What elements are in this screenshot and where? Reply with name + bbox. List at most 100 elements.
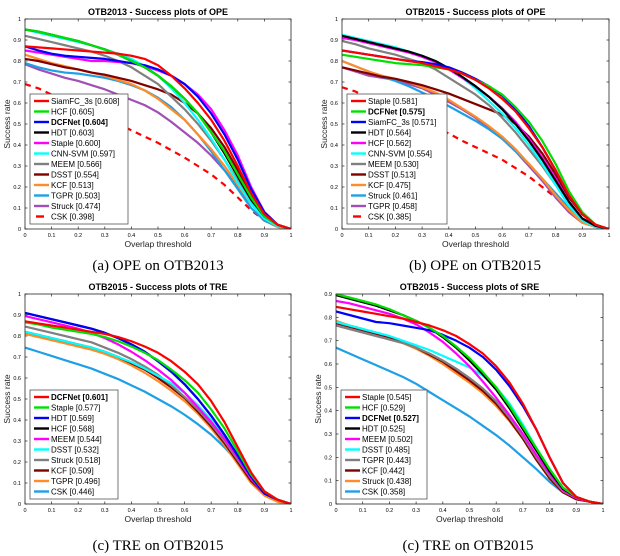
legend-entry-label: MEEM [0.544]	[51, 435, 102, 444]
legend-entry-label: TGPR [0.496]	[51, 477, 100, 486]
y-tick-label: 0.4	[13, 418, 21, 424]
y-tick-label: 0.6	[324, 362, 332, 368]
y-tick-label: 0.1	[13, 206, 21, 212]
y-tick-label: 0.6	[13, 101, 21, 107]
y-tick-label: 0.3	[13, 439, 21, 445]
x-tick-label: 0.7	[207, 233, 215, 239]
y-tick-label: 0	[329, 502, 332, 508]
x-tick-label: 0.8	[234, 233, 242, 239]
x-tick-label: 0.2	[74, 233, 82, 239]
y-tick-label: 0.9	[330, 38, 338, 44]
series-line-tgpr	[25, 332, 291, 504]
x-tick-label: 0.9	[261, 508, 269, 514]
legend-entry-label: Struck [0.461]	[368, 192, 417, 201]
x-tick-label: 0.1	[359, 508, 367, 514]
y-tick-label: 0.6	[13, 376, 21, 382]
x-tick-label: 0.9	[261, 233, 269, 239]
plot-frame	[24, 18, 292, 230]
x-tick-label: 0.6	[181, 233, 189, 239]
x-tick-label: 0.4	[439, 508, 447, 514]
legend-entry-label: HDT [0.569]	[51, 414, 94, 423]
legend-entry-label: KCF [0.513]	[51, 181, 94, 190]
figure-caption: (a) OPE on OTB2013	[92, 258, 223, 274]
legend-entry-label: DSST [0.554]	[51, 171, 99, 180]
y-tick-label: 0.5	[13, 397, 21, 403]
y-tick-label: 0.1	[13, 481, 21, 487]
legend-entry-label: MEEM [0.530]	[368, 160, 419, 169]
legend-entry-label: DCFNet [0.601]	[51, 393, 108, 402]
chart-title: OTB2013 - Success plots of OPE	[88, 7, 228, 17]
x-tick-label: 0.6	[492, 508, 500, 514]
legend-entry-label: CNN-SVM [0.597]	[51, 150, 115, 159]
y-tick-label: 0.5	[324, 385, 332, 391]
x-tick-label: 0.3	[412, 508, 420, 514]
chart-title: OTB2015 - Success plots of TRE	[88, 282, 227, 292]
x-tick-label: 0.2	[386, 508, 394, 514]
x-tick-label: 0.1	[48, 508, 56, 514]
legend-entry-label: HDT [0.564]	[368, 129, 411, 138]
x-tick-label: 1	[289, 233, 292, 239]
x-tick-label: 0.4	[128, 233, 136, 239]
x-tick-label: 0.6	[181, 508, 189, 514]
x-tick-label: 1	[601, 508, 604, 514]
series-line-dcfnet	[25, 45, 291, 229]
y-tick-label: 0.8	[324, 315, 332, 321]
legend-entry-label: HDT [0.603]	[51, 129, 94, 138]
y-tick-label: 0	[335, 227, 338, 233]
legend: SiamFC_3s [0.608] HCF [0.605]DCFNet [0.60…	[29, 93, 129, 225]
y-axis-label: Success rate	[2, 374, 12, 423]
legend-entry-label: Staple [0.581]	[368, 97, 417, 106]
y-tick-label: 0.2	[330, 185, 338, 191]
legend-entry-label: DSST [0.513]	[368, 171, 416, 180]
y-tick-label: 1	[335, 17, 338, 23]
chart-panel-1: OTB2015 - Success plots of OPE 0 0.1 0.2 0.3…	[319, 7, 611, 274]
x-tick-label: 0.3	[101, 508, 109, 514]
x-tick-label: 0.1	[48, 233, 56, 239]
series-line-dsst	[25, 57, 291, 229]
series-line-meem	[25, 34, 291, 229]
x-axis-label: Overlap threshold	[442, 239, 509, 249]
legend-entry-label: TGPR [0.503]	[51, 192, 100, 201]
figure-caption: (b) OPE on OTB2015	[409, 258, 541, 274]
legend-entry-label: SiamFC_3s [0.608]	[51, 97, 119, 106]
chart-panel-2: OTB2015 - Success plots of TRE 0 0.1 0.2 0.3…	[2, 282, 293, 554]
series-line-hdt	[342, 34, 609, 229]
legend-entry-label: CSK [0.385]	[368, 213, 411, 222]
legend-entry-label: DCFNet [0.527]	[362, 414, 419, 423]
legend-entry-label: HDT [0.525]	[362, 425, 405, 434]
legend-entry-label: CNN-SVM [0.554]	[368, 150, 432, 159]
legend-entry-label: TGPR [0.443]	[362, 456, 411, 465]
y-tick-label: 0.9	[324, 292, 332, 298]
x-tick-label: 0	[23, 508, 26, 514]
x-tick-label: 0.9	[572, 508, 580, 514]
legend-entry-label: MEEM [0.566]	[51, 160, 102, 169]
series-line-staple	[336, 305, 603, 504]
y-axis-label: Success rate	[313, 374, 323, 423]
x-tick-label: 0.3	[101, 233, 109, 239]
x-tick-label: 0.4	[128, 508, 136, 514]
x-tick-label: 1	[289, 508, 292, 514]
x-tick-label: 0	[340, 233, 343, 239]
legend-entry-label: DCFNet [0.604]	[51, 118, 108, 127]
legend-entry-label: HCF [0.529]	[362, 404, 405, 413]
y-tick-label: 0.6	[330, 101, 338, 107]
y-axis-label: Success rate	[319, 99, 329, 148]
x-tick-label: 0.7	[207, 508, 215, 514]
y-tick-label: 0.5	[330, 122, 338, 128]
y-tick-label: 0.7	[324, 339, 332, 345]
y-tick-label: 0.5	[13, 122, 21, 128]
legend-entry-label: Struck [0.518]	[51, 456, 100, 465]
legend-box	[346, 93, 448, 225]
x-tick-label: 0.8	[234, 508, 242, 514]
y-tick-label: 1	[18, 17, 21, 23]
y-tick-label: 0.7	[13, 355, 21, 361]
x-tick-label: 0.8	[546, 508, 554, 514]
x-tick-label: 0.5	[472, 233, 480, 239]
series-line-hcf	[336, 294, 603, 504]
y-tick-label: 0.9	[13, 38, 21, 44]
legend-entry-label: HCF [0.562]	[368, 139, 411, 148]
legend-entry-label: DSST [0.485]	[362, 446, 410, 455]
legend-entry-label: CSK [0.398]	[51, 213, 94, 222]
chart-title: OTB2015 - Success plots of SRE	[400, 282, 540, 292]
